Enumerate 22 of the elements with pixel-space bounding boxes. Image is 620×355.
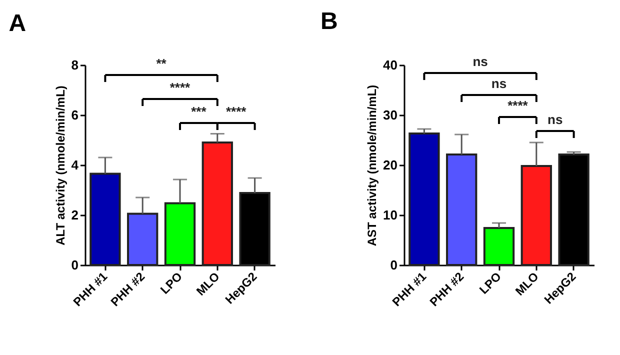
- y-tick-label: 20: [383, 158, 398, 172]
- annotation: ***: [191, 104, 208, 119]
- chart-title: B: [320, 8, 338, 35]
- annotation: ****: [170, 80, 192, 95]
- annotation: ****: [226, 104, 248, 119]
- y-tick-label: 10: [383, 208, 398, 222]
- annotation: ****: [508, 98, 529, 113]
- annotation: ns: [548, 112, 563, 127]
- y-axis-title: AST activity (nmole/min/mL): [365, 84, 380, 246]
- y-tick-label: 30: [383, 108, 398, 122]
- annotation: **: [156, 56, 168, 71]
- chart-title: A: [8, 10, 26, 37]
- y-tick-label: 0: [71, 258, 78, 272]
- y-tick-label: 6: [71, 108, 78, 122]
- y-tick-label: 4: [71, 158, 80, 172]
- y-tick-label: 0: [390, 258, 398, 272]
- y-tick-label: 8: [71, 58, 78, 72]
- y-tick-label: 2: [71, 208, 78, 222]
- annotation: ns: [491, 76, 507, 91]
- y-tick-label: 40: [383, 58, 398, 72]
- annotation: ns: [472, 54, 488, 69]
- y-axis-title: ALT activity (nmole/min/mL): [53, 86, 68, 246]
